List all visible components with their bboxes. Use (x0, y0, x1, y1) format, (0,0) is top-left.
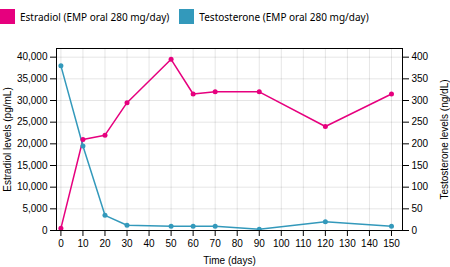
svg-text:20,000: 20,000 (17, 138, 48, 149)
svg-text:5,000: 5,000 (22, 203, 47, 214)
svg-text:Testosterone levels (ng/dL): Testosterone levels (ng/dL) (439, 79, 450, 199)
svg-text:120: 120 (317, 238, 334, 249)
svg-text:150: 150 (383, 238, 400, 249)
svg-text:25,000: 25,000 (17, 116, 48, 127)
svg-text:80: 80 (232, 238, 244, 249)
svg-text:50: 50 (412, 203, 424, 214)
svg-text:30: 30 (121, 238, 133, 249)
html-text:Testosterone (EMP oral 280 mg/: Testosterone (EMP oral 280 mg/day) (199, 9, 369, 24)
svg-text:150: 150 (412, 160, 429, 171)
svg-text:10,000: 10,000 (17, 181, 48, 192)
svg-text:40: 40 (143, 238, 155, 249)
svg-text:20: 20 (99, 238, 111, 249)
svg-text:110: 110 (295, 238, 311, 249)
svg-text:35,000: 35,000 (17, 73, 48, 84)
svg-text:Estradiol levels (pg/mL): Estradiol levels (pg/mL) (2, 87, 13, 191)
svg-text:350: 350 (412, 73, 429, 84)
svg-text:140: 140 (361, 238, 378, 249)
svg-text:130: 130 (339, 238, 356, 249)
svg-text:100: 100 (273, 238, 290, 249)
svg-text:40,000: 40,000 (17, 51, 48, 62)
svg-text:90: 90 (254, 238, 266, 249)
svg-text:Time (days): Time (days) (203, 255, 255, 266)
svg-text:0: 0 (412, 225, 418, 236)
svg-text:250: 250 (412, 116, 429, 127)
svg-text:0: 0 (58, 238, 64, 249)
html-text:Estradiol (EMP oral 280 mg/day: Estradiol (EMP oral 280 mg/day) (20, 9, 170, 24)
svg-text:30,000: 30,000 (17, 95, 48, 106)
svg-text:200: 200 (412, 138, 429, 149)
svg-text:100: 100 (412, 181, 429, 192)
svg-text:10: 10 (77, 238, 89, 249)
svg-text:50: 50 (166, 238, 178, 249)
svg-text:300: 300 (412, 95, 429, 106)
svg-text:15,000: 15,000 (17, 160, 48, 171)
svg-text:60: 60 (188, 238, 200, 249)
svg-text:0: 0 (42, 225, 48, 236)
svg-text:400: 400 (412, 51, 429, 62)
svg-text:70: 70 (210, 238, 222, 249)
